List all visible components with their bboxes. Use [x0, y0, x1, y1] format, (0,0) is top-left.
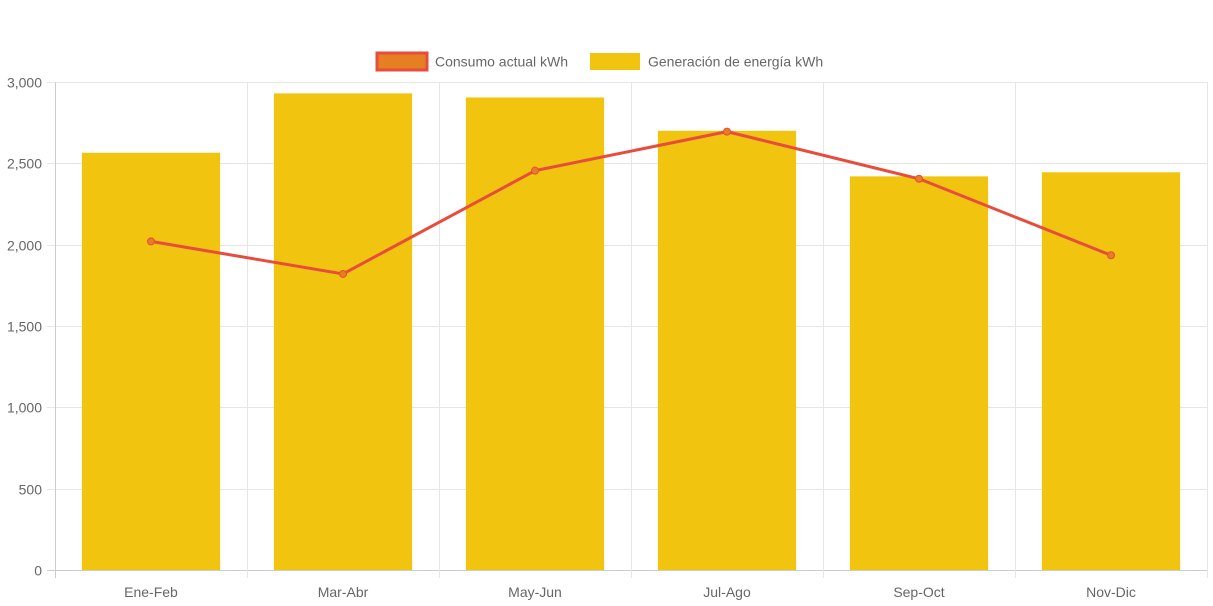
y-tick-label: 1,000: [7, 400, 42, 416]
bar-generacion[interactable]: [81, 152, 221, 570]
legend-label-consumo: Consumo actual kWh: [435, 54, 568, 70]
point-consumo[interactable]: [723, 127, 731, 136]
point-consumo[interactable]: [147, 237, 155, 246]
x-tick-label: Sep-Oct: [893, 584, 944, 600]
y-tick-label: 2,000: [7, 238, 42, 254]
x-tick-label: May-Jun: [508, 584, 562, 600]
point-consumo[interactable]: [915, 174, 923, 183]
x-tick-label: Jul-Ago: [703, 584, 751, 600]
bar-generacion[interactable]: [849, 176, 989, 570]
legend: Consumo actual kWh Generación de energía…: [375, 51, 823, 72]
x-tick-label: Ene-Feb: [124, 584, 178, 600]
y-tick-label: 3,000: [7, 75, 42, 91]
bar-generacion[interactable]: [657, 130, 797, 571]
x-tick-label: Nov-Dic: [1086, 584, 1136, 600]
y-axis: 0 500 1,000 1,500 2,000 2,500 3,000: [7, 75, 42, 579]
bar-generacion[interactable]: [273, 93, 413, 571]
legend-item-generacion[interactable]: Generación de energía kWh: [590, 53, 823, 70]
x-tick-label: Mar-Abr: [318, 584, 369, 600]
y-tick-label: 2,500: [7, 156, 42, 172]
point-consumo[interactable]: [531, 166, 539, 175]
bar-generacion[interactable]: [465, 97, 605, 570]
bar-generacion[interactable]: [1041, 172, 1181, 570]
y-tick-label: 0: [34, 563, 42, 579]
legend-item-consumo[interactable]: Consumo actual kWh: [375, 51, 568, 72]
point-consumo[interactable]: [1107, 251, 1115, 260]
legend-swatch-generacion: [590, 53, 640, 70]
grid: [47, 82, 1208, 578]
line-series: [147, 127, 1115, 278]
bar-series: [81, 93, 1181, 571]
point-consumo[interactable]: [339, 269, 347, 278]
line-consumo: [150, 130, 1112, 276]
y-tick-label: 1,500: [7, 319, 42, 335]
x-axis: Ene-Feb Mar-Abr May-Jun Jul-Ago Sep-Oct Nov-D…: [124, 584, 1136, 600]
legend-swatch-consumo: [375, 51, 429, 72]
legend-label-generacion: Generación de energía kWh: [648, 54, 823, 70]
y-tick-label: 500: [19, 482, 43, 498]
